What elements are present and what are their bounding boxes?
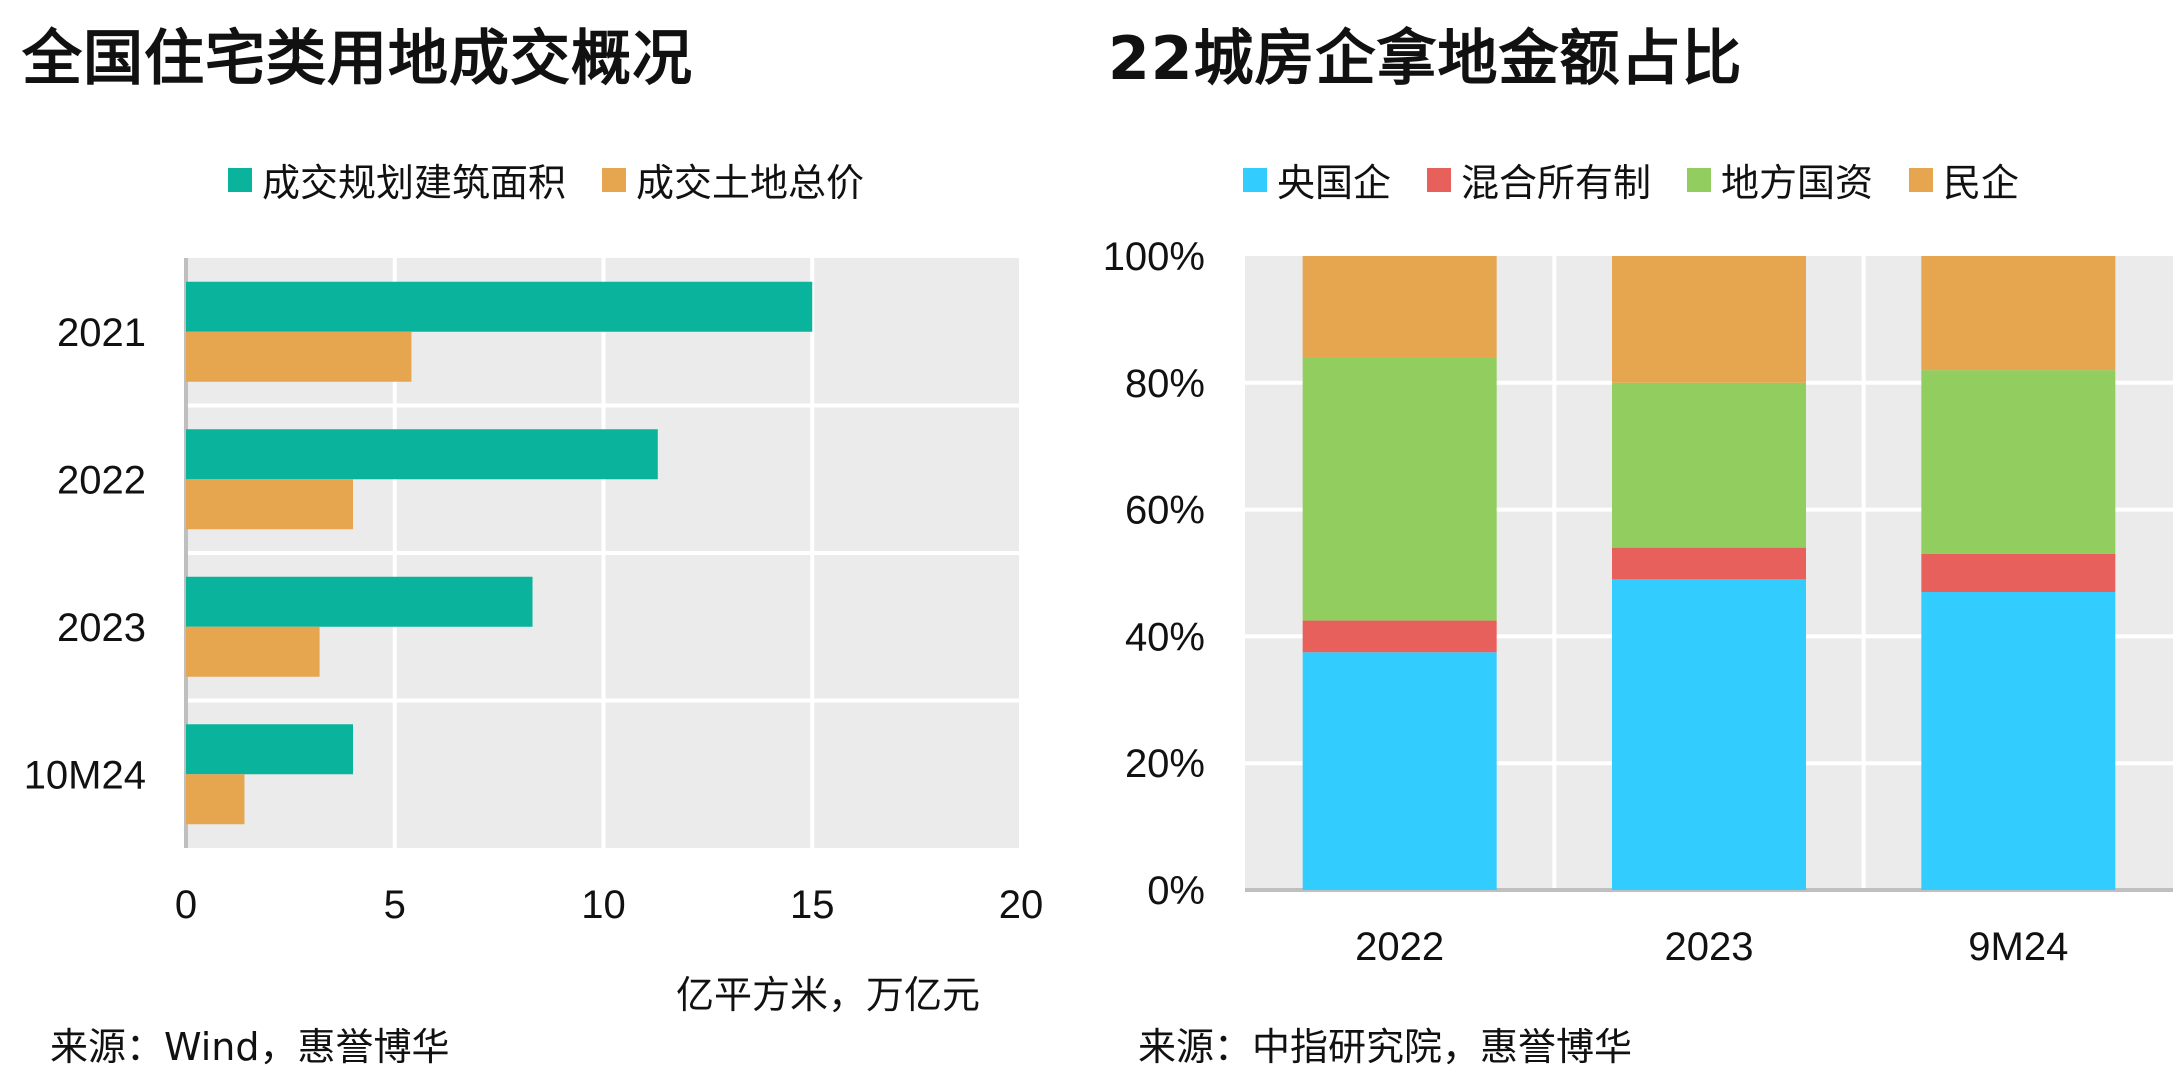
right-chart-title: 22城房企拿地金额占比 [1108, 24, 1743, 94]
right-bar-local [1612, 382, 1806, 548]
left-x-tick-label: 20 [999, 883, 1044, 927]
right-bar-mixed [1302, 620, 1497, 653]
right-legend: 央国企 混合所有制 地方国资 民企 [1243, 152, 2055, 207]
legend-swatch [1243, 167, 1267, 192]
left-bar-area [186, 281, 813, 332]
left-y-tick-label: 2022 [57, 458, 146, 502]
right-bar-private [1612, 256, 1806, 383]
legend-swatch [602, 167, 627, 192]
right-y-tick-label: 20% [1125, 742, 1205, 786]
left-bar-area [186, 724, 353, 775]
left-bar-area [186, 429, 658, 480]
left-legend-item-price: 成交土地总价 [602, 152, 864, 207]
left-legend: 成交规划建筑面积 成交土地总价 [228, 152, 900, 207]
legend-label: 央国企 [1277, 161, 1392, 205]
right-bar-private [1921, 256, 2116, 371]
right-legend-item-local: 地方国资 [1687, 152, 1873, 207]
left-bar-area [186, 576, 533, 627]
legend-label: 地方国资 [1721, 161, 1874, 205]
right-bar-private [1302, 256, 1497, 358]
left-source-note: 来源：Wind，惠誉博华 [50, 1025, 450, 1069]
right-bar-mixed [1921, 553, 2116, 593]
right-bar-local [1302, 357, 1497, 621]
right-x-tick-label: 2022 [1355, 925, 1444, 969]
left-bar-price [186, 626, 320, 677]
left-bar-price [186, 331, 412, 382]
right-legend-item-soe: 央国企 [1243, 152, 1391, 207]
left-y-tick-label: 10M24 [24, 753, 146, 797]
legend-swatch [1687, 167, 1712, 192]
left-x-tick-label: 10 [581, 883, 626, 927]
legend-swatch [1909, 167, 1934, 192]
right-y-tick-label: 80% [1125, 362, 1205, 406]
left-y-tick-label: 2021 [57, 311, 146, 355]
left-x-tick-label: 5 [384, 883, 406, 927]
left-x-tick-label: 15 [790, 883, 835, 927]
left-bar-price [186, 479, 353, 530]
legend-label: 混合所有制 [1461, 161, 1652, 205]
right-x-tick-label: 9M24 [1968, 925, 2068, 969]
left-bar-price [186, 774, 245, 825]
right-bar-local [1921, 370, 2116, 554]
right-bar-soe [1302, 652, 1497, 890]
right-bar-soe [1921, 592, 2116, 890]
right-bar-soe [1612, 579, 1806, 890]
left-unit-note: 亿平方米，万亿元 [676, 973, 981, 1017]
left-legend-item-area: 成交规划建筑面积 [228, 152, 566, 207]
left-chart-title: 全国住宅类用地成交概况 [22, 24, 693, 94]
right-y-tick-label: 40% [1125, 615, 1205, 659]
right-bar-mixed [1612, 547, 1806, 580]
right-legend-item-mixed: 混合所有制 [1427, 152, 1651, 207]
right-x-tick-label: 2023 [1665, 925, 1754, 969]
right-y-tick-label: 0% [1147, 869, 1205, 913]
right-y-tick-label: 60% [1125, 489, 1205, 533]
legend-swatch [1427, 167, 1452, 192]
right-legend-item-private: 民企 [1909, 152, 2019, 207]
legend-label: 成交规划建筑面积 [262, 161, 567, 205]
right-y-tick-label: 100% [1103, 235, 1205, 279]
left-x-tick-label: 0 [175, 883, 197, 927]
legend-label: 民企 [1943, 161, 2020, 205]
left-y-tick-label: 2023 [57, 606, 146, 650]
legend-label: 成交土地总价 [636, 161, 865, 205]
right-source-note: 来源：中指研究院，惠誉博华 [1138, 1025, 1633, 1069]
legend-swatch [228, 167, 252, 192]
